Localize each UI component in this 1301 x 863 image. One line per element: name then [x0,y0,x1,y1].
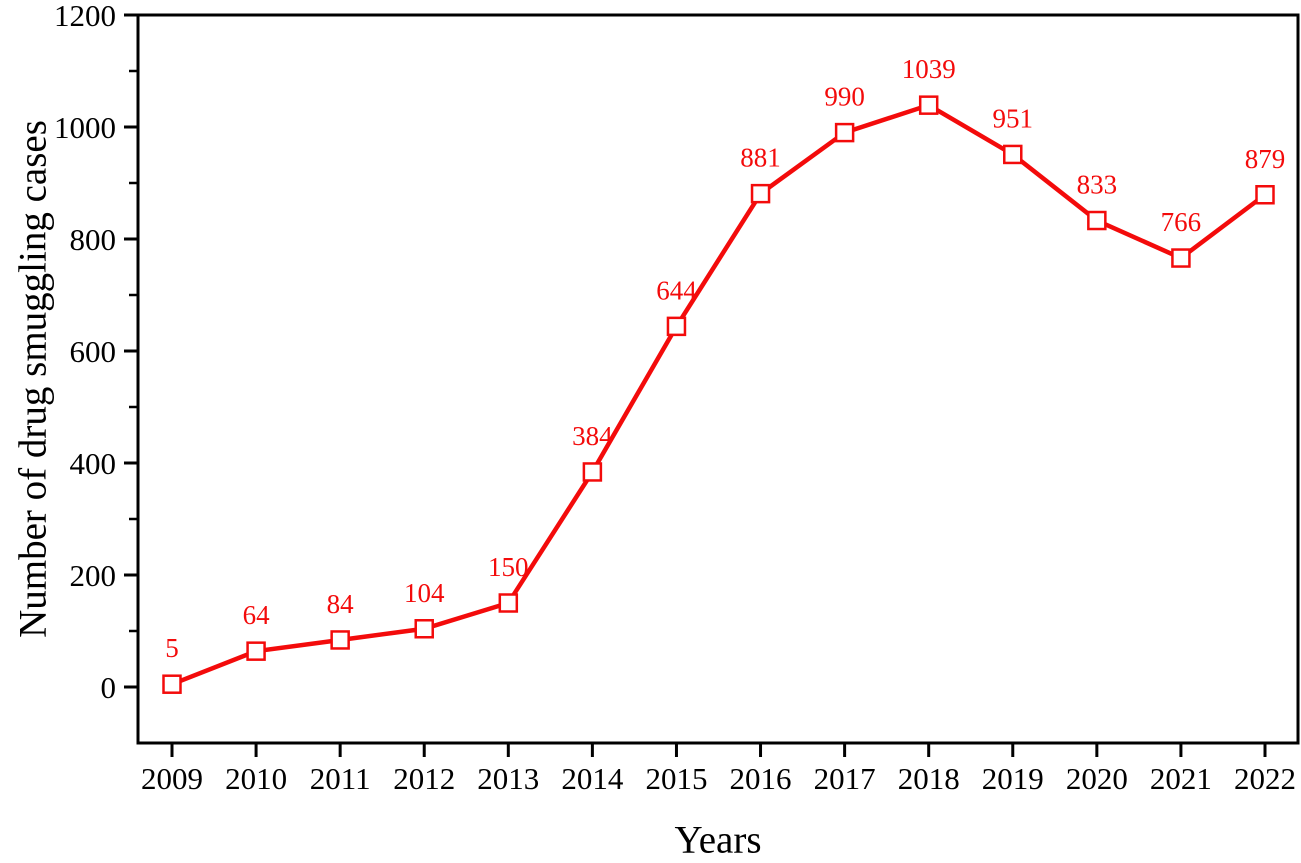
x-tick-label: 2011 [310,761,371,796]
data-point-marker [666,316,687,337]
data-point-marker [1171,248,1191,268]
data-point-label: 881 [740,143,781,173]
plot-frame [136,13,1300,745]
data-point-marker [1087,210,1107,231]
data-point-marker [414,619,434,639]
x-tick-label: 2017 [814,761,876,796]
x-tick-label: 2015 [645,761,707,796]
data-point-label: 84 [327,589,355,619]
data-point-marker [330,630,350,650]
data-line [171,102,1267,687]
data-point-marker [498,593,519,613]
data-point-label: 5 [165,633,179,663]
data-point-label: 951 [993,103,1034,133]
data-point-marker [246,641,266,661]
data-point-label: 64 [243,600,271,630]
x-tick-label: 2022 [1234,761,1296,796]
data-point-label: 766 [1161,207,1202,237]
data-point-label: 104 [404,578,445,608]
y-tick-label: 200 [70,558,117,593]
y-tick-label: 1200 [54,0,116,33]
y-tick-label: 1000 [54,110,116,145]
x-tick-label: 2016 [730,761,792,796]
data-point-marker [750,183,771,204]
data-point-marker [582,462,603,482]
x-tick-label: 2014 [561,761,624,796]
y-tick-label: 0 [101,670,117,705]
y-axis-title: Number of drug smuggling cases [11,120,55,638]
data-point-marker [162,674,182,694]
x-axis-title: Years [674,818,762,862]
x-tick-label: 2021 [1150,761,1212,796]
x-tick-label: 2018 [898,761,960,796]
data-point-marker [918,95,939,115]
data-point-label: 833 [1077,170,1118,200]
data-point-label: 1039 [902,54,956,84]
y-tick-label: 600 [70,334,117,369]
data-point-label: 384 [572,421,613,451]
x-tick-label: 2019 [982,761,1044,796]
data-point-label: 879 [1245,144,1286,174]
x-tick-label: 2020 [1066,761,1128,796]
data-point-marker [1003,144,1023,165]
x-tick-label: 2010 [225,761,287,796]
data-point-marker [1255,185,1275,205]
y-tick-label: 400 [70,446,117,481]
data-point-label: 990 [824,82,865,112]
data-point-marker [834,122,855,143]
y-tick-label: 800 [70,222,117,257]
x-tick-label: 2012 [393,761,455,796]
data-point-label: 150 [488,552,529,582]
data-point-label: 644 [656,275,697,305]
x-tick-label: 2009 [141,761,203,796]
x-tick-label: 2013 [477,761,539,796]
